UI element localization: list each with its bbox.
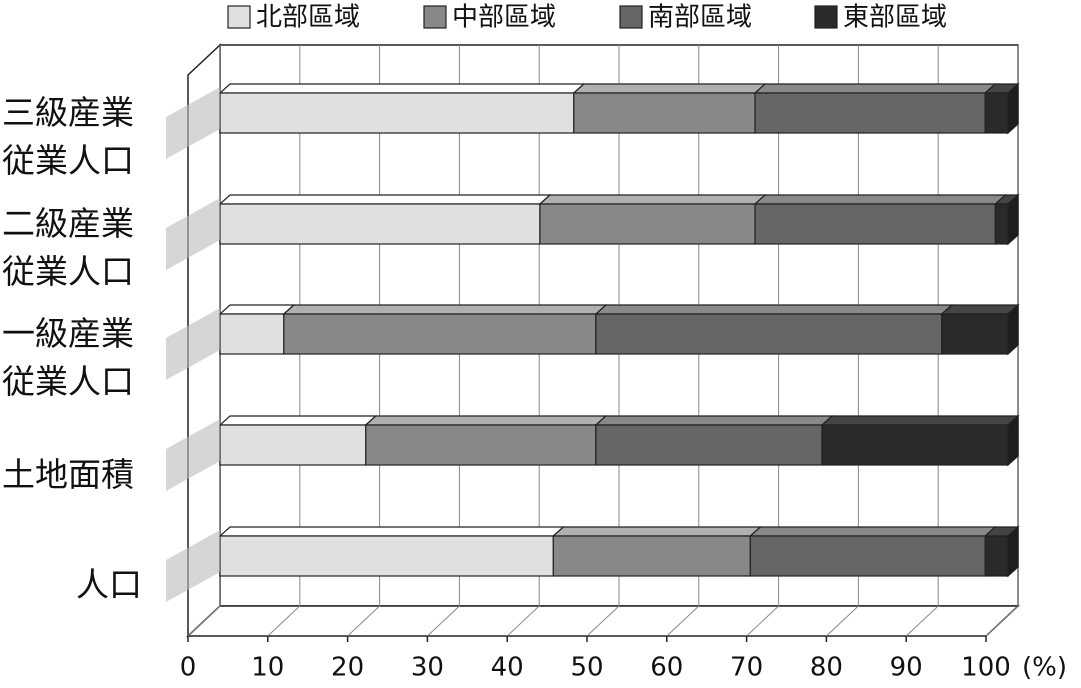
bar-top (572, 83, 767, 94)
y-tick-label: 一級産業従業人口 (2, 314, 134, 401)
bar (754, 203, 996, 245)
bar (219, 424, 367, 466)
label-ribbon (166, 198, 220, 270)
x-tick-label: 80 (810, 653, 843, 683)
bar-top (594, 415, 834, 426)
bar (941, 313, 1009, 355)
y-tick-label: 三級産業従業人口 (2, 93, 134, 180)
label-ribbon (166, 530, 220, 602)
bar (219, 92, 575, 134)
bar-top (753, 83, 997, 94)
bar-top (820, 415, 1020, 426)
x-tick-label: 30 (411, 653, 444, 683)
y-tick-label: 二級産業従業人口 (2, 204, 134, 291)
grid-line (187, 605, 221, 637)
bar (283, 313, 597, 355)
bar-side (1007, 193, 1019, 246)
bar (552, 535, 751, 577)
x-tick-label: 40 (491, 653, 524, 683)
legend-label: 南部區域 (648, 3, 752, 33)
grid-line (506, 605, 540, 637)
label-ribbon (166, 419, 220, 491)
y-tick-label: 人口 (76, 565, 142, 604)
x-tick-label: 10 (251, 653, 284, 683)
bar-top (551, 526, 762, 537)
bar-side (1007, 303, 1019, 356)
bar (984, 92, 1009, 134)
grid-line (427, 605, 460, 637)
grid-line (267, 605, 301, 637)
bar (595, 424, 823, 466)
bar (821, 424, 1009, 466)
x-tick-label: 20 (331, 653, 364, 683)
legend-label: 中部區域 (452, 3, 556, 33)
y-tick-label: 土地面積 (2, 455, 134, 494)
x-tick-label: 70 (730, 653, 763, 683)
bar-top (218, 194, 552, 205)
bar-top (218, 304, 296, 315)
legend-swatch (227, 5, 251, 29)
bar (539, 203, 756, 245)
bar-top (748, 526, 997, 537)
x-tick-label: 60 (650, 653, 683, 683)
x-tick-label: 0 (180, 653, 197, 683)
grid-line (347, 605, 380, 637)
bar (754, 92, 986, 134)
x-tick-label: 90 (890, 653, 923, 683)
bar-side (1007, 525, 1019, 578)
bar (573, 92, 756, 134)
grid-line (666, 605, 700, 637)
x-tick-label: 100 (961, 653, 1011, 683)
grid-line (985, 605, 1019, 637)
bar-top (364, 415, 608, 426)
bar (219, 535, 554, 577)
bar (749, 535, 986, 577)
bar (984, 535, 1009, 577)
bar-top (282, 304, 608, 315)
bar (219, 203, 541, 245)
x-tick-label: 50 (570, 653, 603, 683)
bar-top (538, 194, 767, 205)
legend-label: 北部區域 (256, 3, 360, 33)
grid-line (746, 605, 779, 637)
bar (219, 313, 285, 355)
legend-swatch (619, 5, 643, 29)
bar-top (753, 194, 1007, 205)
grid-line (826, 605, 859, 637)
grid-line (586, 605, 620, 637)
bar-top (940, 304, 1020, 315)
bar (365, 424, 597, 466)
label-ribbon (166, 87, 220, 159)
bar-side (1007, 414, 1019, 467)
grid-line (905, 605, 939, 637)
legend-swatch (423, 5, 447, 29)
legend-label: 東部區域 (843, 3, 947, 33)
x-axis-label: (%) (1022, 653, 1067, 683)
bar-top (218, 526, 565, 537)
bar (595, 313, 943, 355)
bar (994, 203, 1009, 245)
bar-top (218, 83, 586, 94)
bar-top (218, 415, 378, 426)
bar-side (1007, 82, 1019, 135)
label-ribbon (166, 308, 220, 380)
legend-swatch (814, 5, 838, 29)
bar-top (594, 304, 954, 315)
